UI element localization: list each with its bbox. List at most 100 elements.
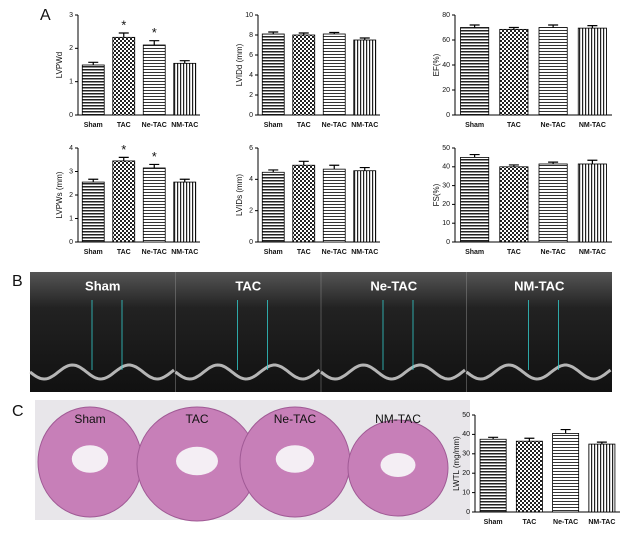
bar — [81, 181, 105, 243]
bar — [142, 44, 166, 116]
x-tick-label: Ne-TAC — [142, 122, 167, 129]
tissue-lumen — [275, 445, 315, 473]
x-tick-label: Ne-TAC — [142, 249, 167, 256]
bar — [460, 27, 490, 116]
y-tick-label: 20 — [462, 470, 470, 477]
error-bar — [298, 160, 309, 166]
x-tick-label: Sham — [264, 122, 283, 129]
y-tick-label: 0 — [69, 239, 73, 246]
y-tick-label: 30 — [462, 451, 470, 458]
echo-label: NM-TAC — [514, 278, 565, 293]
error-bar — [359, 166, 370, 171]
significance-mark: * — [152, 25, 157, 40]
panel-label: B — [12, 273, 23, 290]
error-bar — [488, 436, 499, 440]
x-tick-label: Sham — [84, 249, 103, 256]
x-tick-label: NM-TAC — [171, 249, 198, 256]
error-bar — [118, 156, 129, 161]
significance-mark: * — [121, 142, 126, 157]
y-tick-label: 6 — [249, 145, 253, 152]
x-tick-label: NM-TAC — [579, 122, 606, 129]
echo-label: TAC — [235, 278, 261, 293]
bar — [538, 163, 568, 243]
histology-label: Ne-TAC — [274, 412, 317, 426]
error-bar — [587, 25, 598, 29]
x-tick-label: Sham — [84, 122, 103, 129]
y-tick-label: 50 — [442, 145, 450, 152]
bar — [353, 170, 377, 243]
error-bar — [268, 169, 279, 173]
y-axis-title: LVIDs (mm) — [235, 174, 244, 216]
bar — [292, 164, 316, 243]
x-tick-label: Sham — [484, 519, 503, 526]
significance-mark: * — [121, 17, 126, 32]
panel-label: C — [12, 403, 24, 420]
x-tick-label: TAC — [507, 249, 521, 256]
y-tick-label: 0 — [446, 239, 450, 246]
y-tick-label: 1 — [69, 79, 73, 86]
y-tick-label: 40 — [442, 164, 450, 171]
y-tick-label: 3 — [69, 12, 73, 19]
y-axis-title: EF(%) — [432, 53, 441, 76]
y-tick-label: 30 — [442, 182, 450, 189]
bar — [322, 33, 346, 116]
x-tick-label: TAC — [507, 122, 521, 129]
panel-label: A — [40, 7, 51, 24]
x-tick-label: TAC — [297, 122, 311, 129]
x-tick-label: Ne-TAC — [322, 122, 347, 129]
y-tick-label: 0 — [249, 239, 253, 246]
echo-wave — [29, 363, 175, 381]
y-tick-label: 0 — [466, 509, 470, 516]
error-bar — [508, 26, 519, 30]
y-tick-label: 6 — [249, 52, 253, 59]
echo-wave — [174, 363, 321, 381]
x-tick-label: Sham — [264, 249, 283, 256]
bar — [588, 443, 616, 513]
y-tick-label: 80 — [442, 12, 450, 19]
echo-label: Sham — [85, 278, 120, 293]
bar — [142, 167, 166, 243]
x-tick-label: Ne-TAC — [541, 249, 566, 256]
error-bar — [469, 153, 480, 158]
histology-label: Sham — [74, 412, 105, 426]
y-axis-title: LVPWs (mm) — [55, 171, 64, 218]
error-bar — [118, 32, 129, 38]
error-bar — [560, 428, 571, 434]
y-tick-label: 8 — [249, 32, 253, 39]
bar — [460, 156, 490, 243]
bar — [261, 171, 285, 243]
error-bar — [149, 40, 160, 45]
error-bar — [298, 32, 309, 35]
y-axis-title: FS(%) — [432, 183, 441, 206]
y-tick-label: 2 — [249, 92, 253, 99]
bar — [552, 433, 580, 513]
bar — [173, 62, 197, 116]
x-tick-label: TAC — [117, 122, 131, 129]
y-tick-label: 60 — [442, 37, 450, 44]
y-tick-label: 20 — [442, 87, 450, 94]
error-bar — [268, 31, 279, 34]
error-bar — [179, 60, 190, 64]
bar — [292, 34, 316, 116]
bar — [353, 39, 377, 116]
error-bar — [548, 24, 559, 28]
y-tick-label: 10 — [442, 220, 450, 227]
error-bar — [524, 437, 535, 442]
error-bar — [329, 31, 340, 34]
x-tick-label: TAC — [297, 249, 311, 256]
tissue-lumen — [176, 446, 218, 476]
bar — [538, 27, 568, 116]
y-tick-label: 2 — [249, 208, 253, 215]
bar — [499, 28, 529, 116]
error-bar — [587, 159, 598, 164]
y-axis-title: LWTL (mg/mm) — [452, 436, 461, 491]
bar — [499, 166, 529, 243]
x-tick-label: Ne-TAC — [541, 122, 566, 129]
y-axis-title: LVPWd — [55, 52, 64, 79]
y-tick-label: 10 — [245, 12, 253, 19]
y-tick-label: 0 — [446, 112, 450, 119]
error-bar — [88, 61, 99, 65]
histology-label: NM-TAC — [375, 412, 421, 426]
significance-mark: * — [152, 149, 157, 164]
